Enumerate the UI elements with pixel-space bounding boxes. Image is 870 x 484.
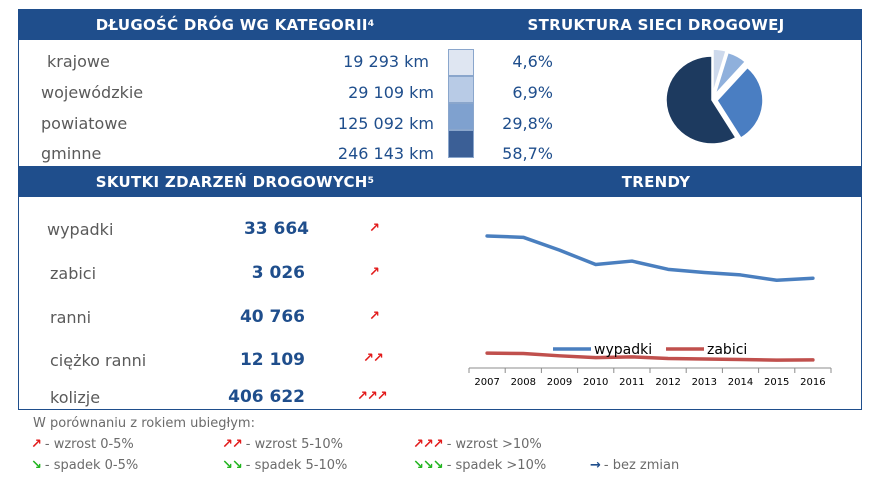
x-tick-label-2009: 2009: [547, 377, 572, 388]
structure-header: STRUKTURA SIECI DROGOWEJ: [451, 10, 861, 40]
effect-label-wypadki: wypadki: [47, 220, 114, 239]
legend-up-3-icon: ↗↗↗: [413, 437, 444, 452]
roads-title: DŁUGOŚĆ DRÓG WG KATEGORII: [95, 16, 368, 34]
effects-title: SKUTKI ZDARZEŃ DROGOWYCH: [95, 173, 368, 191]
road-label-powiatowe: powiatowe: [41, 114, 128, 133]
legend-down-1-icon: ↘: [31, 458, 42, 473]
legend-down-2: ↘↘ - spadek 5-10%: [222, 458, 347, 473]
trend-arrow-kolizje: ↗↗↗: [357, 389, 388, 404]
pie-slice-1: [714, 51, 747, 96]
x-tick-label-2016: 2016: [800, 377, 825, 388]
structure-title: STRUKTURA SIECI DROGOWEJ: [527, 16, 785, 34]
x-tick-label-2013: 2013: [692, 377, 717, 388]
series-line-wypadki: [485, 234, 815, 283]
effect-value-wypadki: 33 664: [243, 219, 309, 239]
legend-label-wypadki: wypadki: [594, 342, 652, 358]
pie-slice-0: [712, 48, 728, 94]
legend-down-3: ↘↘↘ - spadek >10%: [413, 458, 546, 473]
legend-up-3-text: - wzrost >10%: [446, 437, 542, 452]
road-share-wojewodzkie: 6,9%: [512, 83, 553, 102]
effect-label-kolizje: kolizje: [50, 388, 101, 407]
legend-flat: → - bez zmian: [590, 458, 679, 473]
effect-value-kolizje: 406 622: [228, 387, 305, 407]
x-tick-label-2014: 2014: [728, 377, 753, 388]
legend-up-1-icon: ↗: [31, 437, 42, 452]
swatch-powiatowe: [448, 103, 474, 130]
legend-up-2: ↗↗ - wzrost 5-10%: [222, 437, 343, 452]
legend-down-1: ↘ - spadek 0-5%: [31, 458, 138, 473]
roads-title-footnote: 4: [367, 19, 375, 29]
road-length-wojewodzkie: 29 109 km: [348, 83, 434, 102]
swatch-gminne: [448, 130, 474, 158]
pie-slice-3: [665, 55, 737, 145]
trend-arrow-wypadki: ↗: [369, 221, 380, 236]
road-label-krajowe: krajowe: [47, 52, 110, 71]
trend-arrow-zabici: ↗: [369, 265, 380, 280]
trend-arrow-ranni: ↗: [369, 309, 380, 324]
legend-up-2-icon: ↗↗: [222, 437, 243, 452]
effect-value-zabici: 3 026: [251, 263, 305, 283]
road-length-krajowe: 19 293 km: [343, 52, 429, 71]
x-tick-label-2008: 2008: [511, 377, 536, 388]
x-tick-label-2015: 2015: [764, 377, 789, 388]
effects-panel: [18, 166, 862, 410]
legend-up-3: ↗↗↗ - wzrost >10%: [413, 437, 542, 452]
swatch-wojewodzkie: [448, 76, 474, 103]
pie-slice-2: [716, 66, 764, 140]
roads-header: DŁUGOŚĆ DRÓG WG KATEGORII 4: [19, 10, 451, 40]
road-share-gminne: 58,7%: [502, 144, 553, 163]
x-tick-label-2007: 2007: [474, 377, 499, 388]
legend-down-3-text: - spadek >10%: [446, 458, 547, 473]
x-tick-label-2012: 2012: [655, 377, 680, 388]
road-share-krajowe: 4,6%: [512, 52, 553, 71]
legend-up-1-text: - wzrost 0-5%: [44, 437, 134, 452]
legend-heading: W porównaniu z rokiem ubiegłym:: [33, 416, 255, 431]
road-structure-pie: [665, 48, 764, 145]
road-label-gminne: gminne: [41, 144, 102, 163]
x-tick-label-2010: 2010: [583, 377, 608, 388]
legend-flat-text: - bez zmian: [603, 458, 680, 473]
road-length-powiatowe: 125 092 km: [337, 114, 434, 133]
legend-down-3-icon: ↘↘↘: [413, 458, 444, 473]
effect-value-ranni: 40 766: [239, 307, 305, 327]
x-tick-label-2011: 2011: [619, 377, 644, 388]
legend-down-2-icon: ↘↘: [222, 458, 243, 473]
swatch-krajowe: [448, 49, 474, 76]
trend-arrow-ciezko-ranni: ↗↗: [363, 351, 384, 366]
legend-down-2-text: - spadek 5-10%: [245, 458, 348, 473]
trends-header: TRENDY: [451, 167, 861, 197]
effect-label-zabici: zabici: [50, 264, 97, 283]
effects-header: SKUTKI ZDARZEŃ DROGOWYCH 5: [19, 167, 451, 197]
effects-title-footnote: 5: [367, 176, 375, 186]
road-label-wojewodzkie: wojewódzkie: [41, 83, 144, 102]
trend-line-chart: 2007 2008 2009 2010 2011 2012 2013 2014 2015 2016…: [468, 234, 832, 388]
effect-value-ciezko-ranni: 12 109: [239, 350, 305, 370]
legend-down-1-text: - spadek 0-5%: [44, 458, 139, 473]
road-length-gminne: 246 143 km: [337, 144, 434, 163]
trends-title: TRENDY: [621, 173, 691, 191]
series-line-zabici: [485, 351, 815, 362]
effect-label-ciezko-ranni: ciężko ranni: [50, 351, 147, 370]
road-share-powiatowe: 29,8%: [502, 114, 553, 133]
legend-flat-icon: →: [590, 458, 601, 473]
effect-label-ranni: ranni: [50, 308, 92, 327]
legend-up-1: ↗ - wzrost 0-5%: [31, 437, 134, 452]
legend-up-2-text: - wzrost 5-10%: [245, 437, 343, 452]
legend-label-zabici: zabici: [707, 342, 747, 358]
